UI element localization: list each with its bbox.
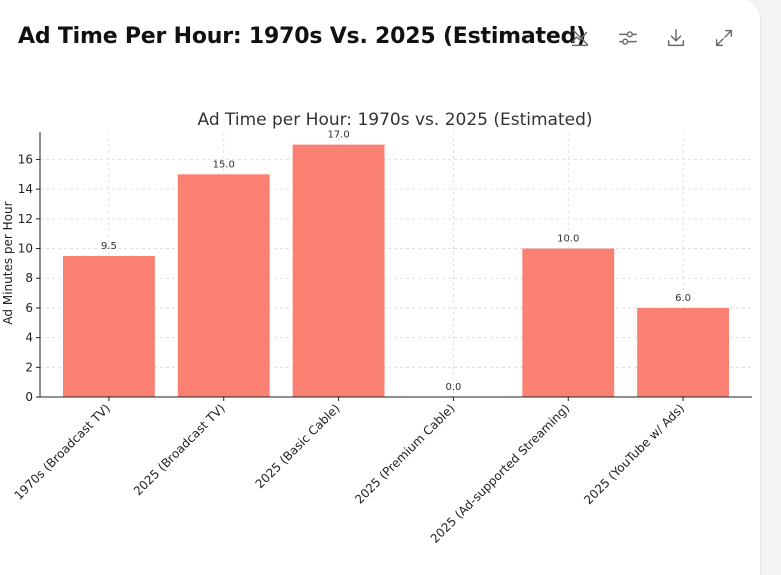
- x-tick-label: 2025 (YouTube w/ Ads): [581, 401, 687, 507]
- hide-chart-icon: [571, 29, 589, 47]
- bar-value-label: 10.0: [557, 234, 579, 245]
- bar: [177, 174, 270, 397]
- y-tick-label: 0: [25, 390, 33, 404]
- x-tick-label: 2025 (Premium Cable): [352, 401, 457, 506]
- bar-value-label: 9.5: [101, 241, 117, 252]
- y-tick-label: 14: [18, 182, 33, 196]
- hide-chart-button[interactable]: [564, 22, 596, 54]
- bar-value-label: 15.0: [213, 159, 235, 170]
- x-ticks: 1970s (Broadcast TV) 2025 (Broadcast TV) 2…: [12, 397, 687, 546]
- x-tick-label: 2025 (Ad-supported Streaming): [428, 401, 573, 546]
- expand-icon: [715, 29, 733, 47]
- y-tick-label: 16: [18, 152, 33, 166]
- y-tick-label: 4: [25, 331, 33, 345]
- y-tick-label: 10: [18, 242, 33, 256]
- expand-button[interactable]: [708, 22, 740, 54]
- y-tick-label: 2: [25, 360, 33, 374]
- chart-card: Ad Time Per Hour: 1970s Vs. 2025 (Estima…: [0, 0, 761, 575]
- bar-chart: Ad Time per Hour: 1970s vs. 2025 (Estima…: [1, 110, 752, 546]
- card-header: Ad Time Per Hour: 1970s Vs. 2025 (Estima…: [18, 24, 740, 54]
- download-icon: [667, 29, 685, 47]
- sliders-icon: [619, 31, 637, 45]
- axes: [39, 132, 752, 398]
- bar: [62, 255, 155, 397]
- y-tick-label: 12: [18, 212, 33, 226]
- bar-value-label: 6.0: [675, 293, 691, 304]
- chart-toolbar: [564, 22, 740, 54]
- x-tick-label: 2025 (Broadcast TV): [131, 401, 228, 498]
- y-tick-label: 6: [25, 301, 33, 315]
- y-ticks: 0 2 4 6 8 10 12 14 16: [18, 152, 40, 404]
- x-tick-label: 2025 (Basic Cable): [253, 401, 343, 491]
- settings-button[interactable]: [612, 22, 644, 54]
- y-axis-label: Ad Minutes per Hour: [1, 201, 15, 324]
- download-button[interactable]: [660, 22, 692, 54]
- bar-value-label: 17.0: [327, 130, 349, 141]
- chart-area: Ad Time per Hour: 1970s vs. 2025 (Estima…: [0, 100, 761, 559]
- bar-value-label: 0.0: [445, 382, 461, 393]
- chart-title: Ad Time per Hour: 1970s vs. 2025 (Estima…: [197, 110, 592, 130]
- y-tick-label: 8: [25, 271, 33, 285]
- bar: [637, 307, 730, 397]
- bar: [292, 144, 385, 397]
- bar: [522, 248, 615, 397]
- card-title: Ad Time Per Hour: 1970s Vs. 2025 (Estima…: [18, 24, 586, 49]
- x-tick-label: 1970s (Broadcast TV): [12, 401, 113, 502]
- data-labels: 9.5 15.0 17.0 0.0 10.0 6.0: [101, 130, 691, 393]
- bars: [62, 144, 730, 397]
